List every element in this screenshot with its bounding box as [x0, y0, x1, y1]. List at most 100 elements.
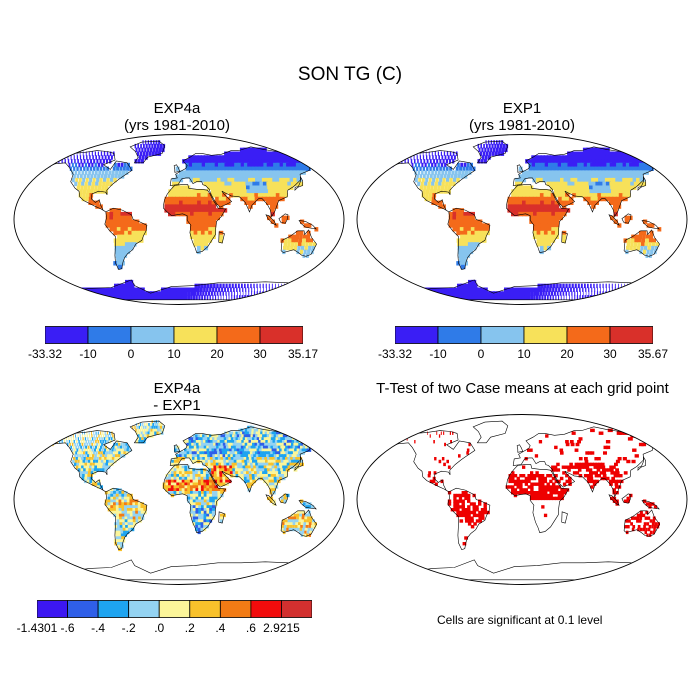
map-cell — [462, 257, 468, 262]
map-cell — [138, 147, 141, 153]
map-cell — [181, 476, 185, 481]
map-cell — [417, 170, 421, 175]
map-cell — [300, 287, 303, 292]
map-cell — [104, 457, 107, 461]
map-cell — [91, 465, 95, 469]
map-cell — [200, 193, 205, 198]
map-cell — [184, 295, 188, 300]
map-cell — [136, 431, 139, 435]
map-cell — [75, 451, 78, 455]
map-cell — [126, 283, 132, 289]
map-cell — [196, 573, 198, 577]
map-cell — [290, 445, 295, 450]
map-cell — [467, 215, 472, 221]
map-cell — [533, 227, 538, 232]
map-cell — [519, 291, 523, 296]
map-cell — [191, 159, 196, 164]
map-cell — [546, 287, 549, 292]
map-cell — [60, 576, 69, 580]
map-cell — [525, 211, 530, 217]
map-cell — [643, 170, 649, 175]
map-cell — [612, 465, 616, 469]
map-cell — [629, 162, 635, 168]
map-cell — [91, 434, 93, 438]
map-cell — [277, 287, 279, 292]
map-cell — [105, 434, 107, 438]
map-cell — [551, 211, 556, 217]
map-cell — [116, 440, 119, 444]
map-cell — [214, 193, 220, 198]
map-cell — [554, 189, 559, 194]
map-cell — [229, 159, 235, 164]
map-cell — [596, 291, 599, 296]
map-cell — [259, 442, 264, 447]
map-cell — [293, 513, 297, 518]
map-cell — [223, 445, 228, 450]
map-cell — [568, 166, 573, 171]
map-cell — [290, 457, 295, 461]
map-cell — [468, 279, 473, 285]
map-cell — [129, 567, 134, 571]
map-cell — [257, 576, 260, 580]
map-cell — [116, 519, 121, 523]
map-cell — [109, 431, 111, 435]
map-cell — [248, 177, 253, 183]
map-cell — [197, 155, 202, 160]
map-cell — [116, 223, 121, 228]
map-cell — [243, 564, 245, 569]
map-cell — [51, 434, 53, 438]
map-cell — [267, 159, 274, 164]
map-cell — [233, 437, 238, 441]
map-cell — [138, 423, 140, 427]
map-cell — [298, 522, 301, 526]
map-cell — [230, 151, 236, 156]
map-cell — [293, 459, 298, 464]
map-cell — [184, 474, 188, 478]
map-cell — [528, 162, 533, 168]
map-cell — [215, 200, 220, 205]
map-cell — [272, 451, 277, 455]
map-cell — [582, 465, 587, 469]
map-cell — [179, 465, 183, 469]
map-cell — [125, 564, 130, 569]
map-cell — [244, 155, 250, 160]
map-cell — [642, 234, 646, 239]
map-cell — [437, 151, 439, 156]
map-cell — [264, 428, 270, 433]
map-cell — [299, 230, 304, 236]
map-cell — [148, 295, 154, 300]
map-cell — [614, 189, 620, 194]
map-cell — [138, 516, 142, 520]
map-cell — [563, 177, 569, 183]
map-cell — [158, 291, 163, 296]
map-cell — [218, 189, 223, 194]
map-cell — [151, 425, 154, 430]
map-cell — [234, 181, 240, 187]
map-cell — [197, 476, 202, 481]
map-cell — [250, 445, 255, 450]
map-cell — [250, 454, 255, 458]
map-cell — [116, 564, 121, 569]
map-cell — [200, 204, 206, 209]
map-cell — [217, 440, 221, 444]
map-cell — [284, 291, 287, 296]
map-cell — [620, 159, 627, 164]
map-cell — [124, 287, 131, 292]
map-cell — [97, 479, 101, 484]
map-cell — [235, 189, 241, 194]
map-cell — [95, 451, 98, 455]
map-cell — [259, 561, 261, 566]
map-cell — [124, 516, 128, 520]
map-cell — [112, 151, 115, 156]
map-cell — [107, 454, 110, 458]
map-cell — [561, 193, 566, 198]
map-cell — [191, 287, 195, 292]
map-cell — [593, 465, 598, 469]
map-cell — [135, 440, 139, 444]
map-cell — [238, 570, 240, 574]
map-cell — [179, 482, 183, 486]
map-cell — [227, 454, 232, 458]
map-cell — [113, 499, 117, 503]
map-cell — [96, 177, 100, 183]
map-cell — [232, 474, 237, 478]
